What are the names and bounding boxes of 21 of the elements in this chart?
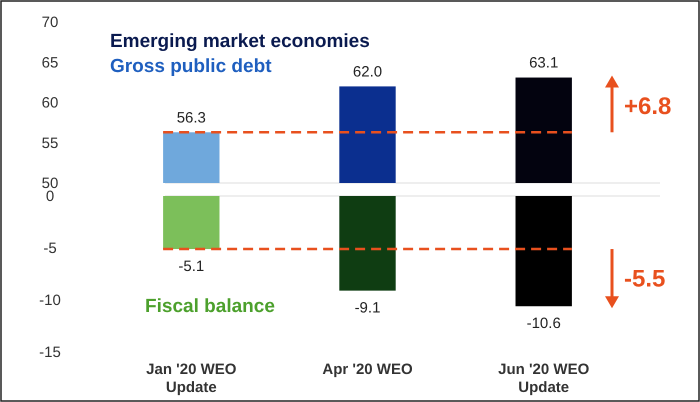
- data-label: 56.3: [176, 109, 206, 126]
- chart-title: Emerging market economies: [110, 31, 370, 52]
- text: Fiscal balance: [145, 296, 275, 318]
- x-tick-label: Jun '20 WEO Update: [498, 361, 590, 396]
- data-label: -10.6: [526, 315, 561, 332]
- y-tick-label: 65: [42, 54, 58, 72]
- y-tick-label: 60: [42, 94, 58, 112]
- x-tick-label: Jan '20 WEO Update: [146, 361, 237, 396]
- text: Gross public debt: [110, 56, 272, 77]
- y-tick-label: -5: [43, 240, 57, 257]
- data-label: -5.1: [178, 258, 204, 276]
- y-tick-label: 55: [42, 134, 58, 152]
- y-tick-label: -10: [39, 292, 61, 309]
- y-tick-label: 70: [42, 14, 58, 31]
- data-label: 62.0: [352, 63, 382, 80]
- text: -5.5: [624, 266, 666, 293]
- text: +6.8: [624, 92, 672, 120]
- data-label: -9.1: [354, 300, 380, 317]
- data-label: 63.1: [529, 54, 558, 72]
- x-tick-label: Apr '20 WEO: [322, 361, 413, 378]
- y-tick-label: -15: [39, 344, 61, 361]
